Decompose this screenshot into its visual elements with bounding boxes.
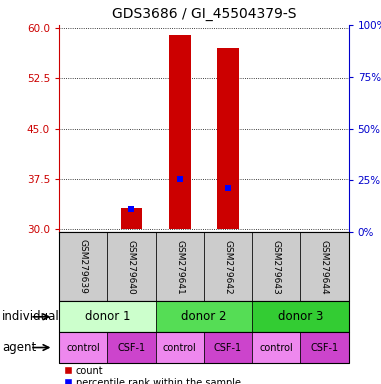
Text: GSM279644: GSM279644: [320, 240, 329, 294]
Text: individual: individual: [2, 310, 60, 323]
Bar: [300, 332, 349, 363]
Bar: [120, 208, 142, 229]
Bar: [217, 48, 239, 229]
Text: CSF-1: CSF-1: [311, 343, 339, 353]
Text: CSF-1: CSF-1: [117, 343, 146, 353]
Text: donor 1: donor 1: [85, 310, 130, 323]
Title: GDS3686 / GI_45504379-S: GDS3686 / GI_45504379-S: [112, 7, 296, 21]
Text: agent: agent: [2, 341, 36, 354]
Text: GSM279641: GSM279641: [175, 240, 184, 294]
Bar: [252, 332, 300, 363]
Legend: count, percentile rank within the sample: count, percentile rank within the sample: [64, 366, 240, 384]
Bar: [155, 232, 204, 301]
Text: CSF-1: CSF-1: [214, 343, 242, 353]
Bar: [252, 301, 349, 332]
Bar: [300, 232, 349, 301]
Text: control: control: [259, 343, 293, 353]
Bar: [107, 332, 155, 363]
Text: GSM279639: GSM279639: [79, 240, 88, 294]
Text: control: control: [66, 343, 100, 353]
Bar: [169, 35, 190, 229]
Bar: [204, 232, 252, 301]
Text: control: control: [163, 343, 197, 353]
Text: GSM279642: GSM279642: [224, 240, 232, 294]
Text: GSM279640: GSM279640: [127, 240, 136, 294]
Bar: [204, 332, 252, 363]
Bar: [59, 232, 107, 301]
Bar: [252, 232, 300, 301]
Bar: [59, 301, 155, 332]
Bar: [155, 332, 204, 363]
Text: donor 2: donor 2: [181, 310, 227, 323]
Text: donor 3: donor 3: [278, 310, 323, 323]
Bar: [155, 301, 252, 332]
Text: GSM279643: GSM279643: [272, 240, 281, 294]
Bar: [59, 332, 107, 363]
Bar: [107, 232, 155, 301]
